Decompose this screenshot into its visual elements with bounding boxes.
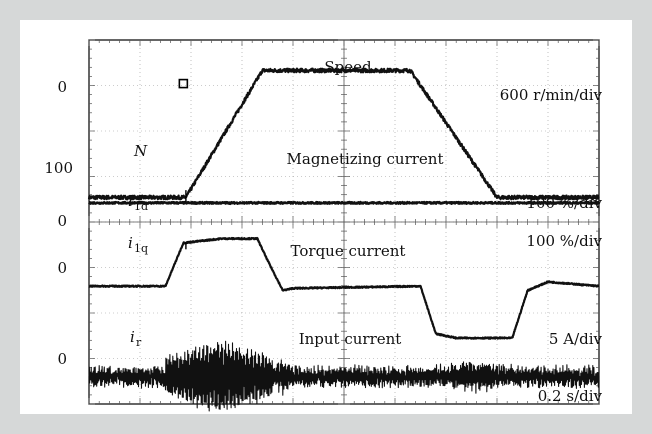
- input-symbol: i r: [130, 328, 142, 349]
- input-name: Input current: [299, 330, 402, 348]
- torque-scale: 100 %/div: [526, 232, 602, 250]
- magnetizing-name: Magnetizing current: [287, 150, 444, 168]
- magnetizing-scale: 100 %/div: [526, 194, 602, 212]
- speed-symbol: N: [133, 142, 148, 160]
- speed-name: Speed: [324, 58, 372, 76]
- grid: [88, 39, 600, 405]
- svg-text:i: i: [128, 234, 133, 252]
- trace-magnetizing: [88, 200, 601, 205]
- trace-torque: [88, 236, 600, 340]
- torque-zero-label: 0: [57, 259, 67, 277]
- speed-cursor-marker: [178, 78, 189, 89]
- speed-scale: 600 r/min/div: [500, 86, 603, 104]
- torque-symbol-sub: 1q: [134, 242, 148, 255]
- input-symbol-sub: r: [136, 336, 142, 349]
- traces: [87, 67, 601, 412]
- input-scale: 5 A/div: [549, 330, 603, 348]
- magnetizing-symbol-sub: 1d: [134, 200, 148, 213]
- speed-zero-label: 0: [57, 78, 67, 96]
- magnetizing-symbol: i 1d: [128, 192, 148, 213]
- svg-text:i: i: [128, 192, 133, 210]
- oscilloscope-panel: Speed 600 r/min/div 0 100 N Magnetizing …: [20, 20, 632, 414]
- trace-input: [88, 340, 600, 412]
- input-zero-label: 0: [57, 350, 67, 368]
- oscilloscope-plot: Speed 600 r/min/div 0 100 N Magnetizing …: [20, 20, 632, 414]
- torque-name: Torque current: [291, 242, 406, 260]
- torque-symbol: i 1q: [128, 234, 148, 255]
- torque-top-label: 0: [57, 212, 67, 230]
- speed-extra-label: 100: [44, 159, 73, 177]
- time-scale: 0.2 s/div: [538, 387, 603, 405]
- svg-text:i: i: [130, 328, 135, 346]
- trace-speed: [87, 67, 600, 201]
